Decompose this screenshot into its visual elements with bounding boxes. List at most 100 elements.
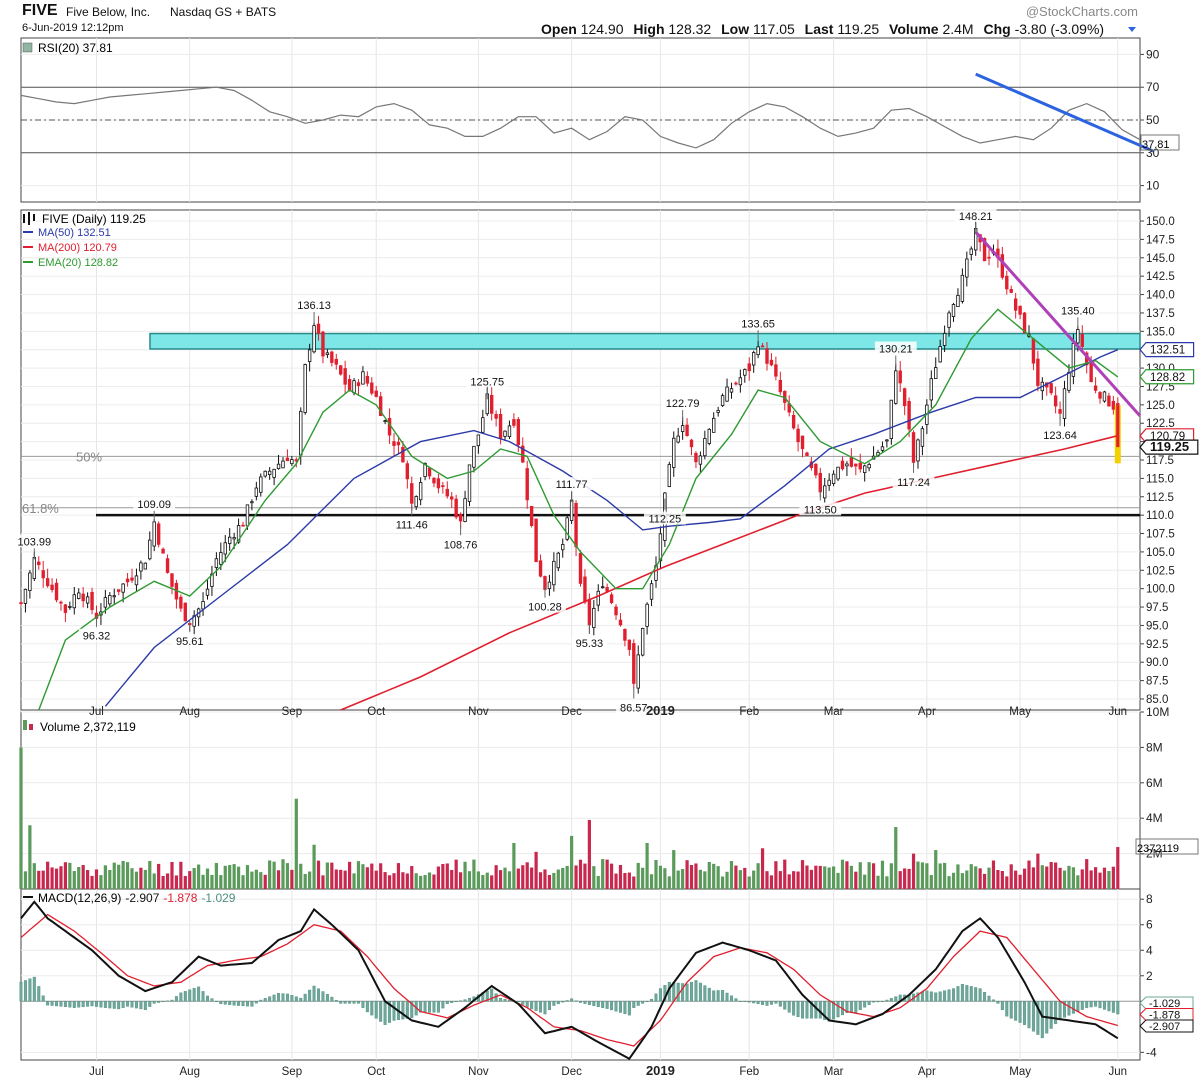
candle-body [516, 419, 521, 446]
macd-histogram-bar [1049, 1001, 1053, 1029]
candle-body [1089, 361, 1093, 383]
volume-bar [423, 875, 427, 889]
chevron-down-icon[interactable] [1127, 26, 1137, 34]
macd-histogram-bar [401, 1001, 405, 1020]
price-annotation-bg [571, 636, 608, 650]
volume-bar [170, 861, 174, 889]
volume-bar [805, 865, 809, 889]
volume-value: 2.4M [942, 21, 974, 37]
rsi-last-tag: 37.81 [1142, 139, 1170, 151]
x-axis-label: Nov [468, 706, 489, 718]
candle-body [774, 364, 778, 377]
candle-body [538, 560, 543, 577]
last-candle-body [1116, 405, 1120, 448]
macd-histogram-bar [690, 981, 694, 1002]
macd-histogram-bar [778, 1001, 782, 1007]
price-axis-tick-label: 95.0 [1146, 620, 1168, 632]
candle-body [707, 428, 711, 444]
volume-bar [703, 871, 707, 889]
volume-bar [459, 872, 463, 889]
price-annotation-bg [1056, 303, 1099, 317]
candle-body [281, 460, 285, 469]
macd-histogram-bar [743, 1001, 747, 1002]
volume-bar [272, 861, 276, 889]
volume-bar [1071, 867, 1075, 889]
candle-body [250, 501, 254, 504]
macd-histogram-bar [241, 1001, 245, 1007]
volume-bar [565, 865, 569, 889]
volume-bar [858, 862, 862, 889]
macd-histogram-bar [285, 993, 289, 1002]
volume-bar [712, 863, 716, 889]
candle-body [561, 544, 565, 551]
macd-histogram-bar [205, 995, 209, 1002]
macd-histogram-bar [108, 1001, 112, 1009]
macd-histogram-bar [889, 998, 893, 1002]
price-annotation-bg [892, 474, 935, 488]
macd-histogram-bar [232, 1001, 236, 1006]
volume-bar [552, 872, 556, 889]
candle-body [512, 419, 516, 426]
macd-histogram-bar [596, 1001, 600, 1008]
candle-body [800, 435, 805, 450]
volume-bar [192, 868, 196, 889]
volume-bar [760, 848, 765, 889]
candle-body [1018, 305, 1022, 315]
volume-bar [814, 865, 818, 889]
volume-bar [414, 873, 418, 889]
volume-bar [441, 863, 445, 889]
volume-bar [308, 871, 312, 889]
macd-histogram-bar [454, 1001, 458, 1002]
macd-histogram-bar [579, 1001, 583, 1003]
macd-legend-macd: -2.907 [125, 891, 159, 905]
ma200-line [340, 434, 1118, 711]
volume-bar [854, 871, 858, 889]
volume-bar [1076, 875, 1080, 889]
macd-histogram-bar [956, 986, 960, 1002]
macd-histogram-bar [863, 1001, 867, 1008]
volume-bar [681, 868, 685, 889]
volume-bar [219, 875, 223, 889]
macd-histogram-bar [383, 1001, 387, 1025]
volume-bar [880, 860, 885, 889]
volume-bar [143, 869, 147, 889]
macd-histogram-bar [374, 1001, 378, 1019]
candle-body [45, 578, 50, 587]
candle-body [1053, 395, 1058, 407]
candle-body [889, 399, 894, 439]
volume-bar [867, 862, 871, 889]
macd-histogram-bar [126, 1001, 130, 1007]
macd-histogram-bar [929, 991, 933, 1002]
volume-bar [1040, 865, 1044, 889]
volume-bar [747, 876, 751, 889]
macd-histogram-bar [641, 1001, 645, 1004]
x-axis-label: Sep [282, 1066, 302, 1078]
price-annotation: 108.76 [444, 539, 478, 551]
volume-bar [268, 860, 272, 889]
candle-body [50, 584, 54, 591]
candle-body [321, 331, 325, 357]
price-axis-tick-label: 97.5 [1146, 602, 1168, 614]
macd-panel-frame [20, 888, 1141, 1061]
candle-body [907, 400, 911, 430]
candle-body [1049, 383, 1053, 394]
exchange-label: Nasdaq GS + BATS [170, 5, 277, 19]
volume-legend: Volume 2,372,119 [23, 720, 136, 734]
candle-body [556, 552, 560, 569]
volume-bar [614, 873, 618, 889]
volume-bar [125, 862, 130, 889]
candle-body [23, 588, 28, 604]
volume-bar [778, 871, 782, 889]
macd-histogram-bar [308, 989, 312, 1002]
candle-body [569, 499, 574, 521]
volume-bar [658, 865, 663, 889]
price-annotation-bg [661, 396, 704, 410]
rsi-legend: RSI(20) 37.81 [22, 41, 113, 55]
macd-histogram-bar [1000, 1001, 1004, 1011]
volume-bar [410, 866, 414, 889]
volume-bar [1005, 876, 1009, 889]
candle-body [325, 352, 330, 355]
volume-bar [112, 862, 116, 889]
candle-body [636, 654, 640, 689]
macd-axis-tick-label: 2 [1146, 969, 1153, 983]
